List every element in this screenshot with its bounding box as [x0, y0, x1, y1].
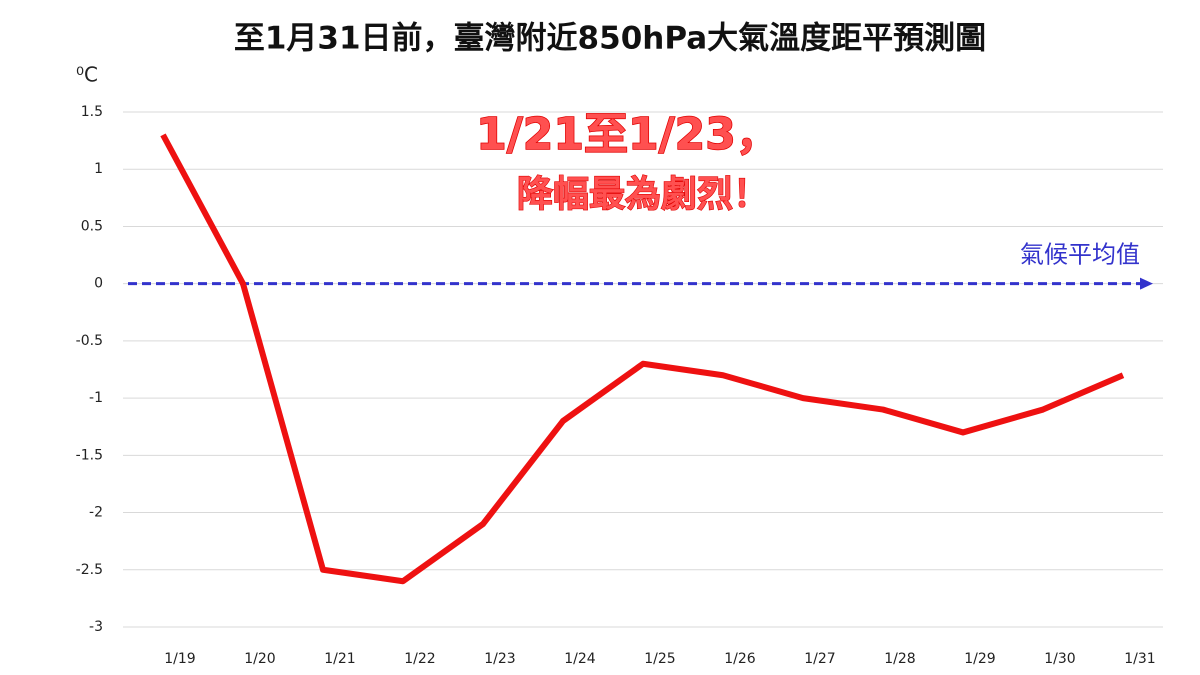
x-tick-label: 1/30: [1044, 651, 1075, 667]
y-tick-label: -2: [89, 505, 103, 521]
y-tick-label: -2.5: [76, 562, 103, 578]
data-line: [160, 133, 1125, 585]
annotation: 1/21至1/23，: [476, 109, 780, 160]
x-tick-label: 1/25: [644, 651, 675, 667]
x-tick-label: 1/24: [564, 651, 596, 667]
y-tick-label: -3: [89, 619, 103, 635]
y-tick-label: -1: [89, 390, 103, 406]
y-tick-label: -0.5: [76, 333, 103, 349]
x-tick-label: 1/22: [404, 651, 435, 667]
reference-arrow: [1140, 277, 1153, 290]
y-tick-label: 0.5: [81, 218, 103, 234]
x-tick-label: 1/31: [1124, 651, 1155, 667]
y-tick-label: -1.5: [76, 447, 103, 463]
x-tick-label: 1/29: [964, 651, 995, 667]
x-tick-label: 1/23: [484, 651, 515, 667]
x-tick-label: 1/19: [164, 651, 195, 667]
y-tick-label: 0: [94, 276, 103, 292]
annotation: 降幅最為劇烈！: [517, 174, 769, 215]
x-tick-label: 1/26: [724, 651, 756, 667]
x-tick-label: 1/27: [804, 651, 835, 667]
y-unit: ⁰C: [76, 63, 98, 87]
x-tick-label: 1/28: [884, 651, 915, 667]
chart-title: 至1月31日前，臺灣附近850hPa大氣溫度距平預測圖: [234, 21, 986, 57]
y-tick-label: 1.5: [81, 104, 103, 120]
x-tick-label: 1/20: [244, 651, 275, 667]
reference-label: 氣候平均值: [1020, 241, 1140, 269]
y-tick-label: 1: [94, 161, 103, 177]
x-tick-label: 1/21: [324, 651, 355, 667]
